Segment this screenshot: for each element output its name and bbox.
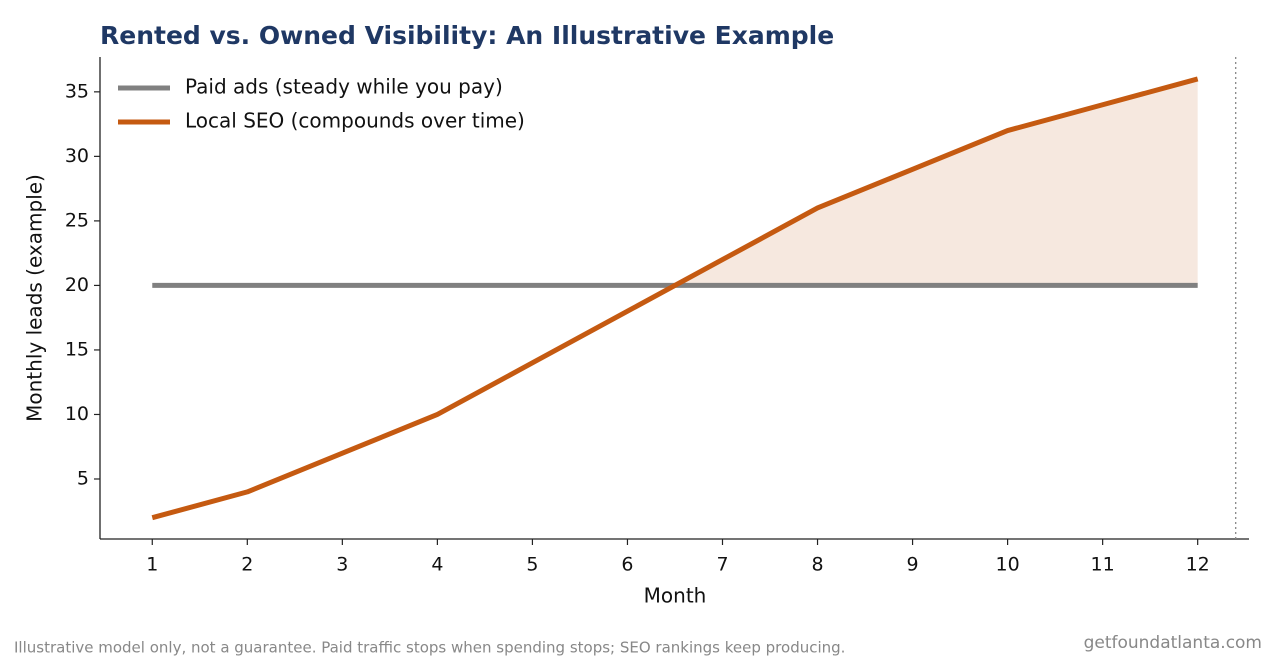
y-tick-label: 30	[65, 145, 89, 167]
chart-title: Rented vs. Owned Visibility: An Illustra…	[100, 21, 834, 50]
x-tick-label: 2	[241, 554, 253, 576]
y-tick-label: 15	[65, 338, 89, 360]
advantage-area	[674, 78, 1198, 286]
x-tick-label: 5	[526, 554, 538, 576]
x-tick-label: 1	[146, 554, 158, 576]
series-line	[151, 76, 1199, 521]
legend-label: Paid ads (steady while you pay)	[185, 75, 503, 99]
x-tick-label: 10	[996, 554, 1020, 576]
x-tick-label: 12	[1186, 554, 1210, 576]
y-tick-label: 20	[65, 274, 89, 296]
x-tick-label: 8	[811, 554, 823, 576]
x-tick-label: 9	[907, 554, 919, 576]
y-tick-label: 10	[65, 403, 89, 425]
x-tick-label: 11	[1091, 554, 1115, 576]
x-tick-label: 6	[621, 554, 633, 576]
x-tick-label: 4	[431, 554, 443, 576]
source: getfoundatlanta.com	[1084, 633, 1262, 653]
footnote: Illustrative model only, not a guarantee…	[14, 639, 845, 657]
y-tick-label: 25	[65, 209, 89, 231]
x-tick-label: 7	[716, 554, 728, 576]
x-axis-label: Month	[644, 584, 707, 608]
y-axis-label: Monthly leads (example)	[23, 174, 47, 422]
y-tick-label: 5	[77, 467, 89, 489]
x-tick-label: 3	[336, 554, 348, 576]
legend-label: Local SEO (compounds over time)	[185, 109, 525, 133]
y-tick-label: 35	[65, 80, 89, 102]
